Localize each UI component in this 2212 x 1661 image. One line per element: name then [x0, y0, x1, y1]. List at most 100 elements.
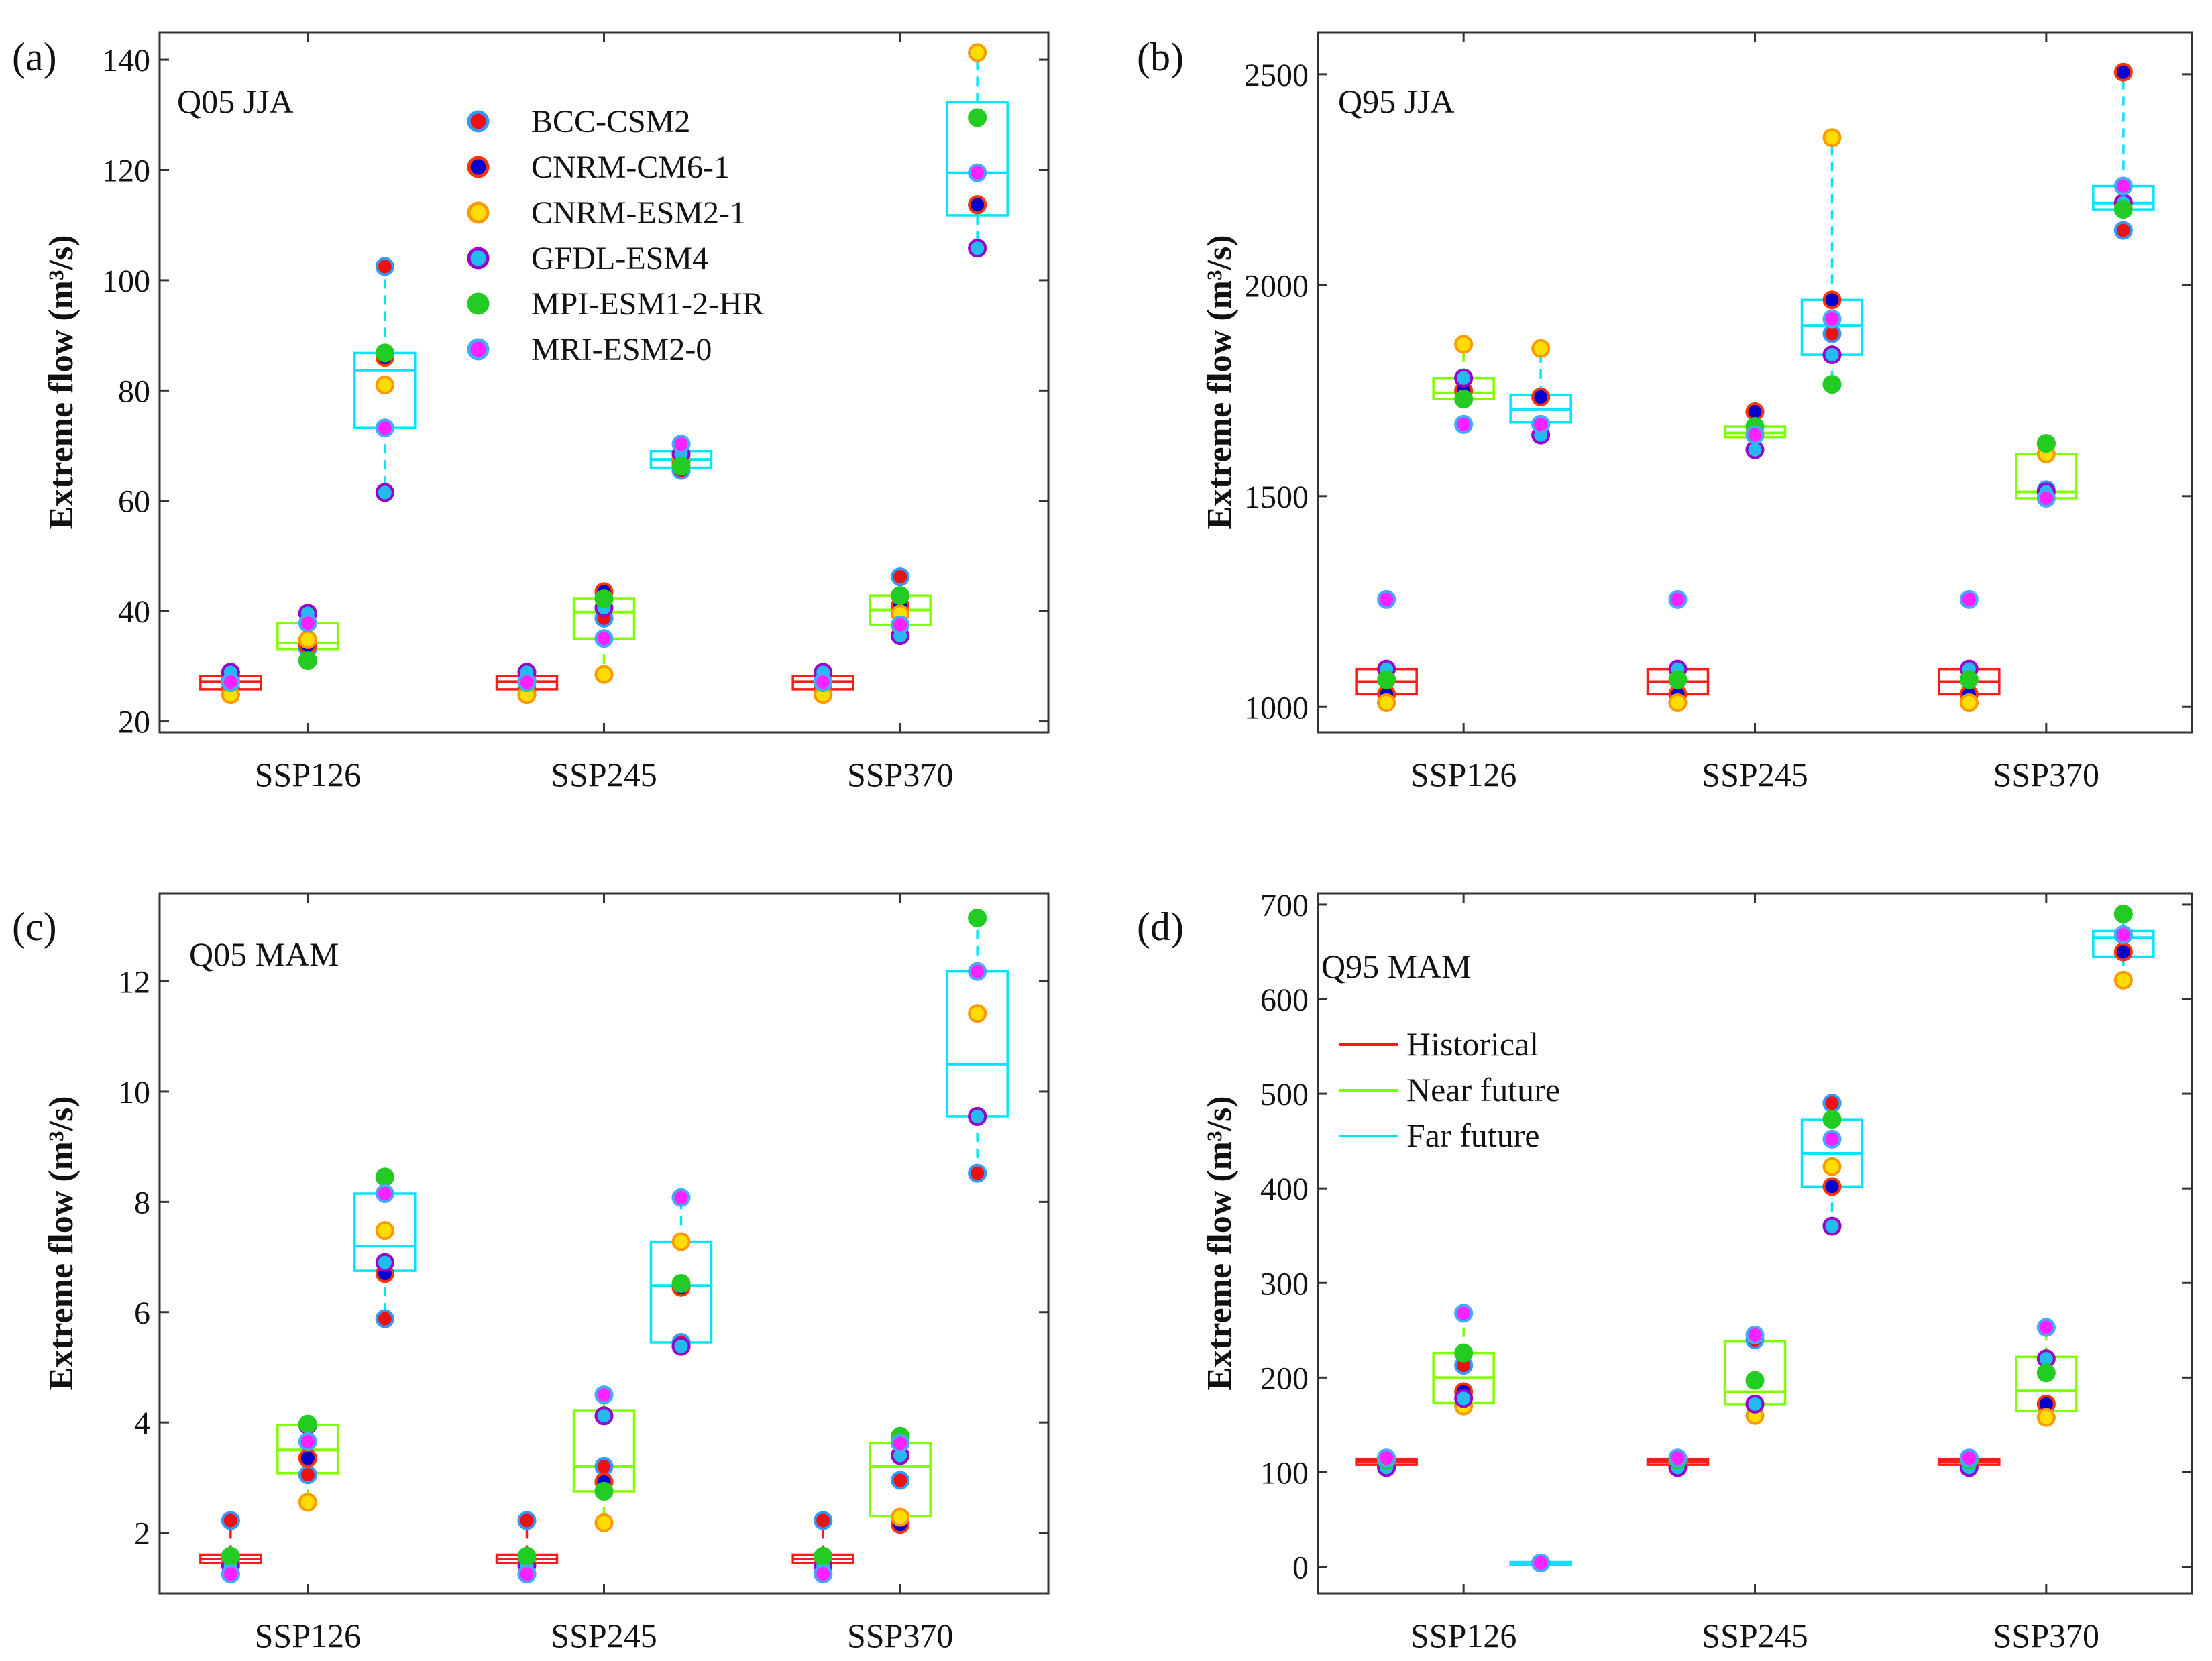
- point-mri-esm2-0: [1377, 1448, 1396, 1468]
- y-tick-label: 120: [102, 154, 150, 189]
- box-group-ssp245-near-future: [1723, 402, 1787, 459]
- point-gfdl-esm4: [594, 1406, 614, 1426]
- legend-label: Near future: [1406, 1071, 1560, 1108]
- point-gfdl-esm4: [671, 1336, 691, 1356]
- point-bcc-csm2: [375, 257, 394, 276]
- point-cnrm-cm6-1: [298, 1448, 317, 1468]
- point-cnrm-esm2-1: [1959, 693, 1979, 712]
- point-gfdl-esm4: [1745, 1394, 1765, 1414]
- box-group-ssp370-far-future: [946, 43, 1009, 258]
- y-tick-label: 500: [1260, 1077, 1309, 1112]
- point-bcc-csm2: [968, 1163, 987, 1183]
- point-cnrm-esm2-1: [1377, 693, 1396, 712]
- box-group-ssp126-far-future: [353, 1167, 417, 1328]
- point-mri-esm2-0: [517, 1564, 537, 1584]
- box-group-ssp245-historical: [1646, 1448, 1710, 1477]
- point-cnrm-esm2-1: [298, 1493, 317, 1512]
- box-group-ssp126-historical: [199, 1511, 262, 1584]
- box-group-ssp245-far-future: [1800, 128, 1864, 394]
- box-group-ssp126-far-future: [1509, 1553, 1572, 1572]
- point-mri-esm2-0: [298, 614, 317, 633]
- point-mpi-esm1-2-hr: [1822, 375, 1842, 394]
- box-group-ssp370-far-future: [2092, 62, 2155, 240]
- legend-marker: [467, 201, 490, 224]
- y-axis-label: Extreme flow (m³/s): [1201, 1096, 1239, 1390]
- y-tick-label: 10: [118, 1075, 150, 1110]
- y-tick-label: 20: [118, 705, 150, 740]
- point-mpi-esm1-2-hr: [375, 343, 394, 363]
- point-cnrm-esm2-1: [1668, 693, 1688, 712]
- box-group-ssp126-far-future: [1509, 339, 1572, 445]
- point-mri-esm2-0: [594, 629, 614, 648]
- point-mri-esm2-0: [221, 673, 240, 692]
- panel-title: Q95 MAM: [1321, 948, 1472, 985]
- point-mpi-esm1-2-hr: [814, 1546, 833, 1566]
- point-mpi-esm1-2-hr: [298, 1414, 317, 1434]
- legend-marker: [467, 247, 490, 270]
- point-mri-esm2-0: [1745, 1325, 1765, 1344]
- legend-marker: [467, 110, 490, 133]
- point-mri-esm2-0: [814, 1564, 833, 1584]
- point-cnrm-esm2-1: [671, 1232, 691, 1251]
- x-tick-label: SSP245: [1702, 1617, 1808, 1654]
- point-mri-esm2-0: [1745, 425, 1765, 445]
- x-tick-label: SSP370: [847, 756, 953, 793]
- point-mri-esm2-0: [375, 418, 394, 438]
- box-group-ssp370-historical: [1938, 589, 2001, 712]
- point-mpi-esm1-2-hr: [891, 586, 910, 606]
- point-mpi-esm1-2-hr: [671, 456, 691, 475]
- point-cnrm-esm2-1: [1454, 335, 1474, 354]
- box-group-ssp370-near-future: [2015, 1318, 2078, 1427]
- point-cnrm-esm2-1: [2036, 1408, 2056, 1427]
- point-mpi-esm1-2-hr: [1454, 1343, 1474, 1363]
- y-tick-label: 600: [1260, 982, 1309, 1018]
- x-tick-label: SSP126: [1411, 756, 1516, 793]
- y-tick-label: 100: [1260, 1455, 1309, 1491]
- box-group-ssp370-historical: [1938, 1448, 2001, 1477]
- box-group-ssp126-far-future: [353, 257, 417, 502]
- box-group-ssp126-historical: [1355, 589, 1418, 712]
- point-mri-esm2-0: [2036, 488, 2056, 508]
- legend-marker: [467, 292, 490, 315]
- point-mpi-esm1-2-hr: [1745, 1371, 1765, 1390]
- box-group-ssp245-historical: [495, 1511, 559, 1584]
- point-mpi-esm1-2-hr: [1668, 670, 1688, 689]
- box-group-ssp126-near-future: [276, 604, 339, 671]
- box-group-ssp370-near-future: [869, 1426, 932, 1534]
- point-mri-esm2-0: [1822, 1129, 1842, 1149]
- point-bcc-csm2: [2113, 221, 2133, 240]
- x-tick-label: SSP245: [1702, 756, 1808, 793]
- point-cnrm-esm2-1: [375, 376, 394, 395]
- point-mri-esm2-0: [2036, 1318, 2056, 1337]
- point-mri-esm2-0: [1959, 1448, 1979, 1468]
- legend-periods: Historical Near future Far future: [1339, 1025, 1560, 1154]
- plot-frame: [1317, 31, 2193, 734]
- point-cnrm-cm6-1: [2113, 942, 2133, 962]
- point-cnrm-esm2-1: [1822, 128, 1842, 148]
- x-tick-label: SSP245: [551, 756, 657, 793]
- y-tick-label: 1500: [1244, 479, 1309, 515]
- y-tick-label: 80: [118, 374, 150, 409]
- box-group-ssp126-near-future: [1432, 1304, 1495, 1416]
- box-group-ssp370-far-future: [2092, 905, 2155, 990]
- point-cnrm-cm6-1: [1531, 388, 1551, 407]
- point-mpi-esm1-2-hr: [968, 108, 987, 127]
- point-bcc-csm2: [814, 1511, 833, 1530]
- point-mri-esm2-0: [1822, 309, 1842, 329]
- y-tick-label: 2: [134, 1516, 150, 1552]
- point-bcc-csm2: [298, 1465, 317, 1485]
- panel-title: Q05 MAM: [189, 935, 339, 973]
- x-tick-label: SSP245: [551, 1617, 657, 1654]
- point-bcc-csm2: [891, 1471, 910, 1490]
- box-group-ssp245-near-future: [572, 582, 636, 684]
- box-group-ssp370-near-future: [869, 567, 932, 646]
- point-mri-esm2-0: [594, 1385, 614, 1405]
- point-mpi-esm1-2-hr: [517, 1546, 537, 1566]
- point-mri-esm2-0: [375, 1184, 394, 1204]
- box-group-ssp126-historical: [199, 663, 262, 705]
- legend-label: CNRM-CM6-1: [531, 150, 730, 185]
- y-axis-label: Extreme flow (m³/s): [42, 1096, 80, 1390]
- box-group-ssp245-historical: [1646, 589, 1710, 712]
- point-cnrm-esm2-1: [891, 1507, 910, 1527]
- y-tick-label: 60: [118, 484, 150, 520]
